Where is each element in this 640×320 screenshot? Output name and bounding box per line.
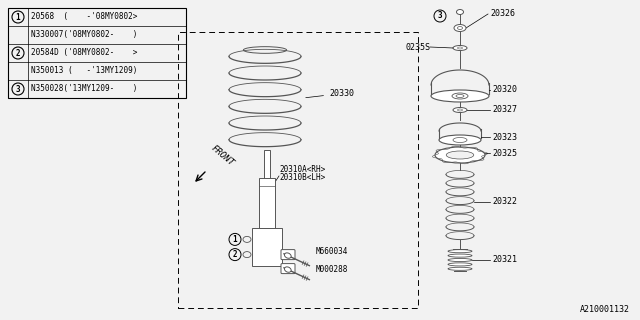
Text: N330007('08MY0802-    ): N330007('08MY0802- ) [31,30,138,39]
Ellipse shape [453,108,467,113]
Text: A210001132: A210001132 [580,305,630,314]
Bar [259,178,275,228]
Ellipse shape [458,27,463,29]
Ellipse shape [431,90,489,102]
Ellipse shape [439,135,481,145]
Ellipse shape [284,253,291,258]
Text: 20568  (    -'08MY0802>: 20568 ( -'08MY0802> [31,12,138,21]
Ellipse shape [454,25,466,31]
Ellipse shape [458,109,463,111]
Text: 3: 3 [16,84,20,93]
Text: 20322: 20322 [492,197,517,206]
Ellipse shape [448,250,472,253]
Ellipse shape [453,45,467,51]
Text: 1: 1 [16,12,20,21]
Text: 1: 1 [233,235,237,244]
Ellipse shape [446,151,474,159]
Ellipse shape [284,267,291,272]
Text: 20584D ('08MY0802-    >: 20584D ('08MY0802- > [31,49,138,58]
Text: 20326: 20326 [490,10,515,19]
Bar [252,228,282,266]
Text: 3: 3 [438,12,442,20]
Ellipse shape [448,267,472,270]
Text: N350013 (   -'13MY1209): N350013 ( -'13MY1209) [31,67,138,76]
Text: 2: 2 [233,250,237,259]
Text: 20310B<LH>: 20310B<LH> [279,173,325,182]
FancyBboxPatch shape [281,250,295,260]
Bar [8,8,186,98]
Text: 20327: 20327 [492,106,517,115]
Text: 20320: 20320 [492,85,517,94]
Bar [178,32,418,308]
Ellipse shape [435,147,485,163]
Text: M000288: M000288 [316,265,348,274]
Text: 20323: 20323 [492,132,517,141]
Bar [264,150,270,183]
Ellipse shape [456,10,463,14]
Ellipse shape [448,263,472,266]
Text: 20310A<RH>: 20310A<RH> [279,165,325,174]
Text: 2: 2 [16,49,20,58]
Ellipse shape [458,47,463,49]
Text: M660034: M660034 [316,247,348,256]
Ellipse shape [453,138,467,142]
Text: 20321: 20321 [492,255,517,265]
Ellipse shape [452,93,468,99]
FancyBboxPatch shape [281,264,295,274]
Text: 20330: 20330 [306,89,354,98]
Text: 0235S: 0235S [405,43,430,52]
Text: 20325: 20325 [492,148,517,157]
Ellipse shape [448,259,472,261]
Text: N350028('13MY1209-    ): N350028('13MY1209- ) [31,84,138,93]
Ellipse shape [448,254,472,257]
Text: FRONT: FRONT [209,144,236,168]
Ellipse shape [456,94,464,98]
